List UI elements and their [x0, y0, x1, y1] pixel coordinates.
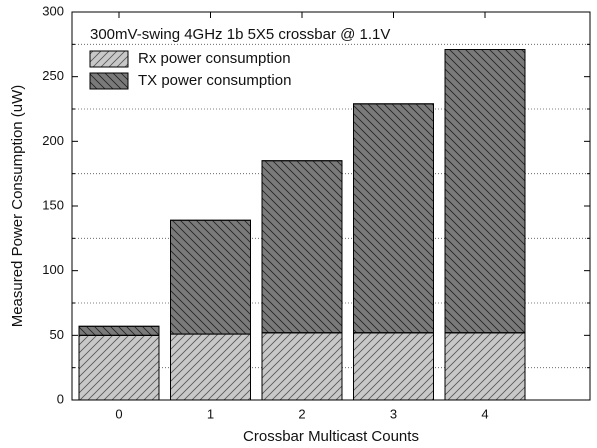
- y-axis-label: Measured Power Consumption (uW): [9, 85, 26, 328]
- bar-hatch: [444, 332, 526, 401]
- plot-frame: [71, 11, 591, 401]
- legend-label: Rx power consumption: [138, 50, 291, 67]
- bar-hatch: [78, 325, 160, 336]
- bar-hatch: [444, 49, 526, 334]
- x-tick-label: 4: [481, 406, 488, 421]
- x-tick-label: 3: [390, 406, 397, 421]
- x-tick-label: 2: [298, 406, 305, 421]
- y-tick-label: 250: [42, 68, 64, 83]
- bar-hatch: [261, 160, 343, 334]
- bar-hatch: [261, 332, 343, 401]
- y-tick-label: 100: [42, 262, 64, 277]
- y-tick-label: 50: [50, 327, 64, 342]
- y-tick-label: 300: [42, 3, 64, 18]
- x-axis-label: Crossbar Multicast Counts: [243, 428, 419, 445]
- x-tick-label: 1: [207, 406, 214, 421]
- y-tick-label: 200: [42, 133, 64, 148]
- bar-hatch: [170, 333, 251, 401]
- legend-hatch: [89, 72, 129, 90]
- bar-hatch: [170, 219, 251, 335]
- x-tick-label: 0: [115, 406, 122, 421]
- legend-hatch: [89, 50, 129, 68]
- bar-hatch: [353, 103, 434, 334]
- y-tick-label: 150: [42, 197, 64, 212]
- legend-label: TX power consumption: [138, 72, 291, 89]
- chart-title: 300mV-swing 4GHz 1b 5X5 crossbar @ 1.1V: [90, 26, 390, 43]
- bar-hatch: [353, 332, 434, 401]
- y-tick-label: 0: [57, 391, 64, 406]
- bar-hatch: [78, 334, 160, 401]
